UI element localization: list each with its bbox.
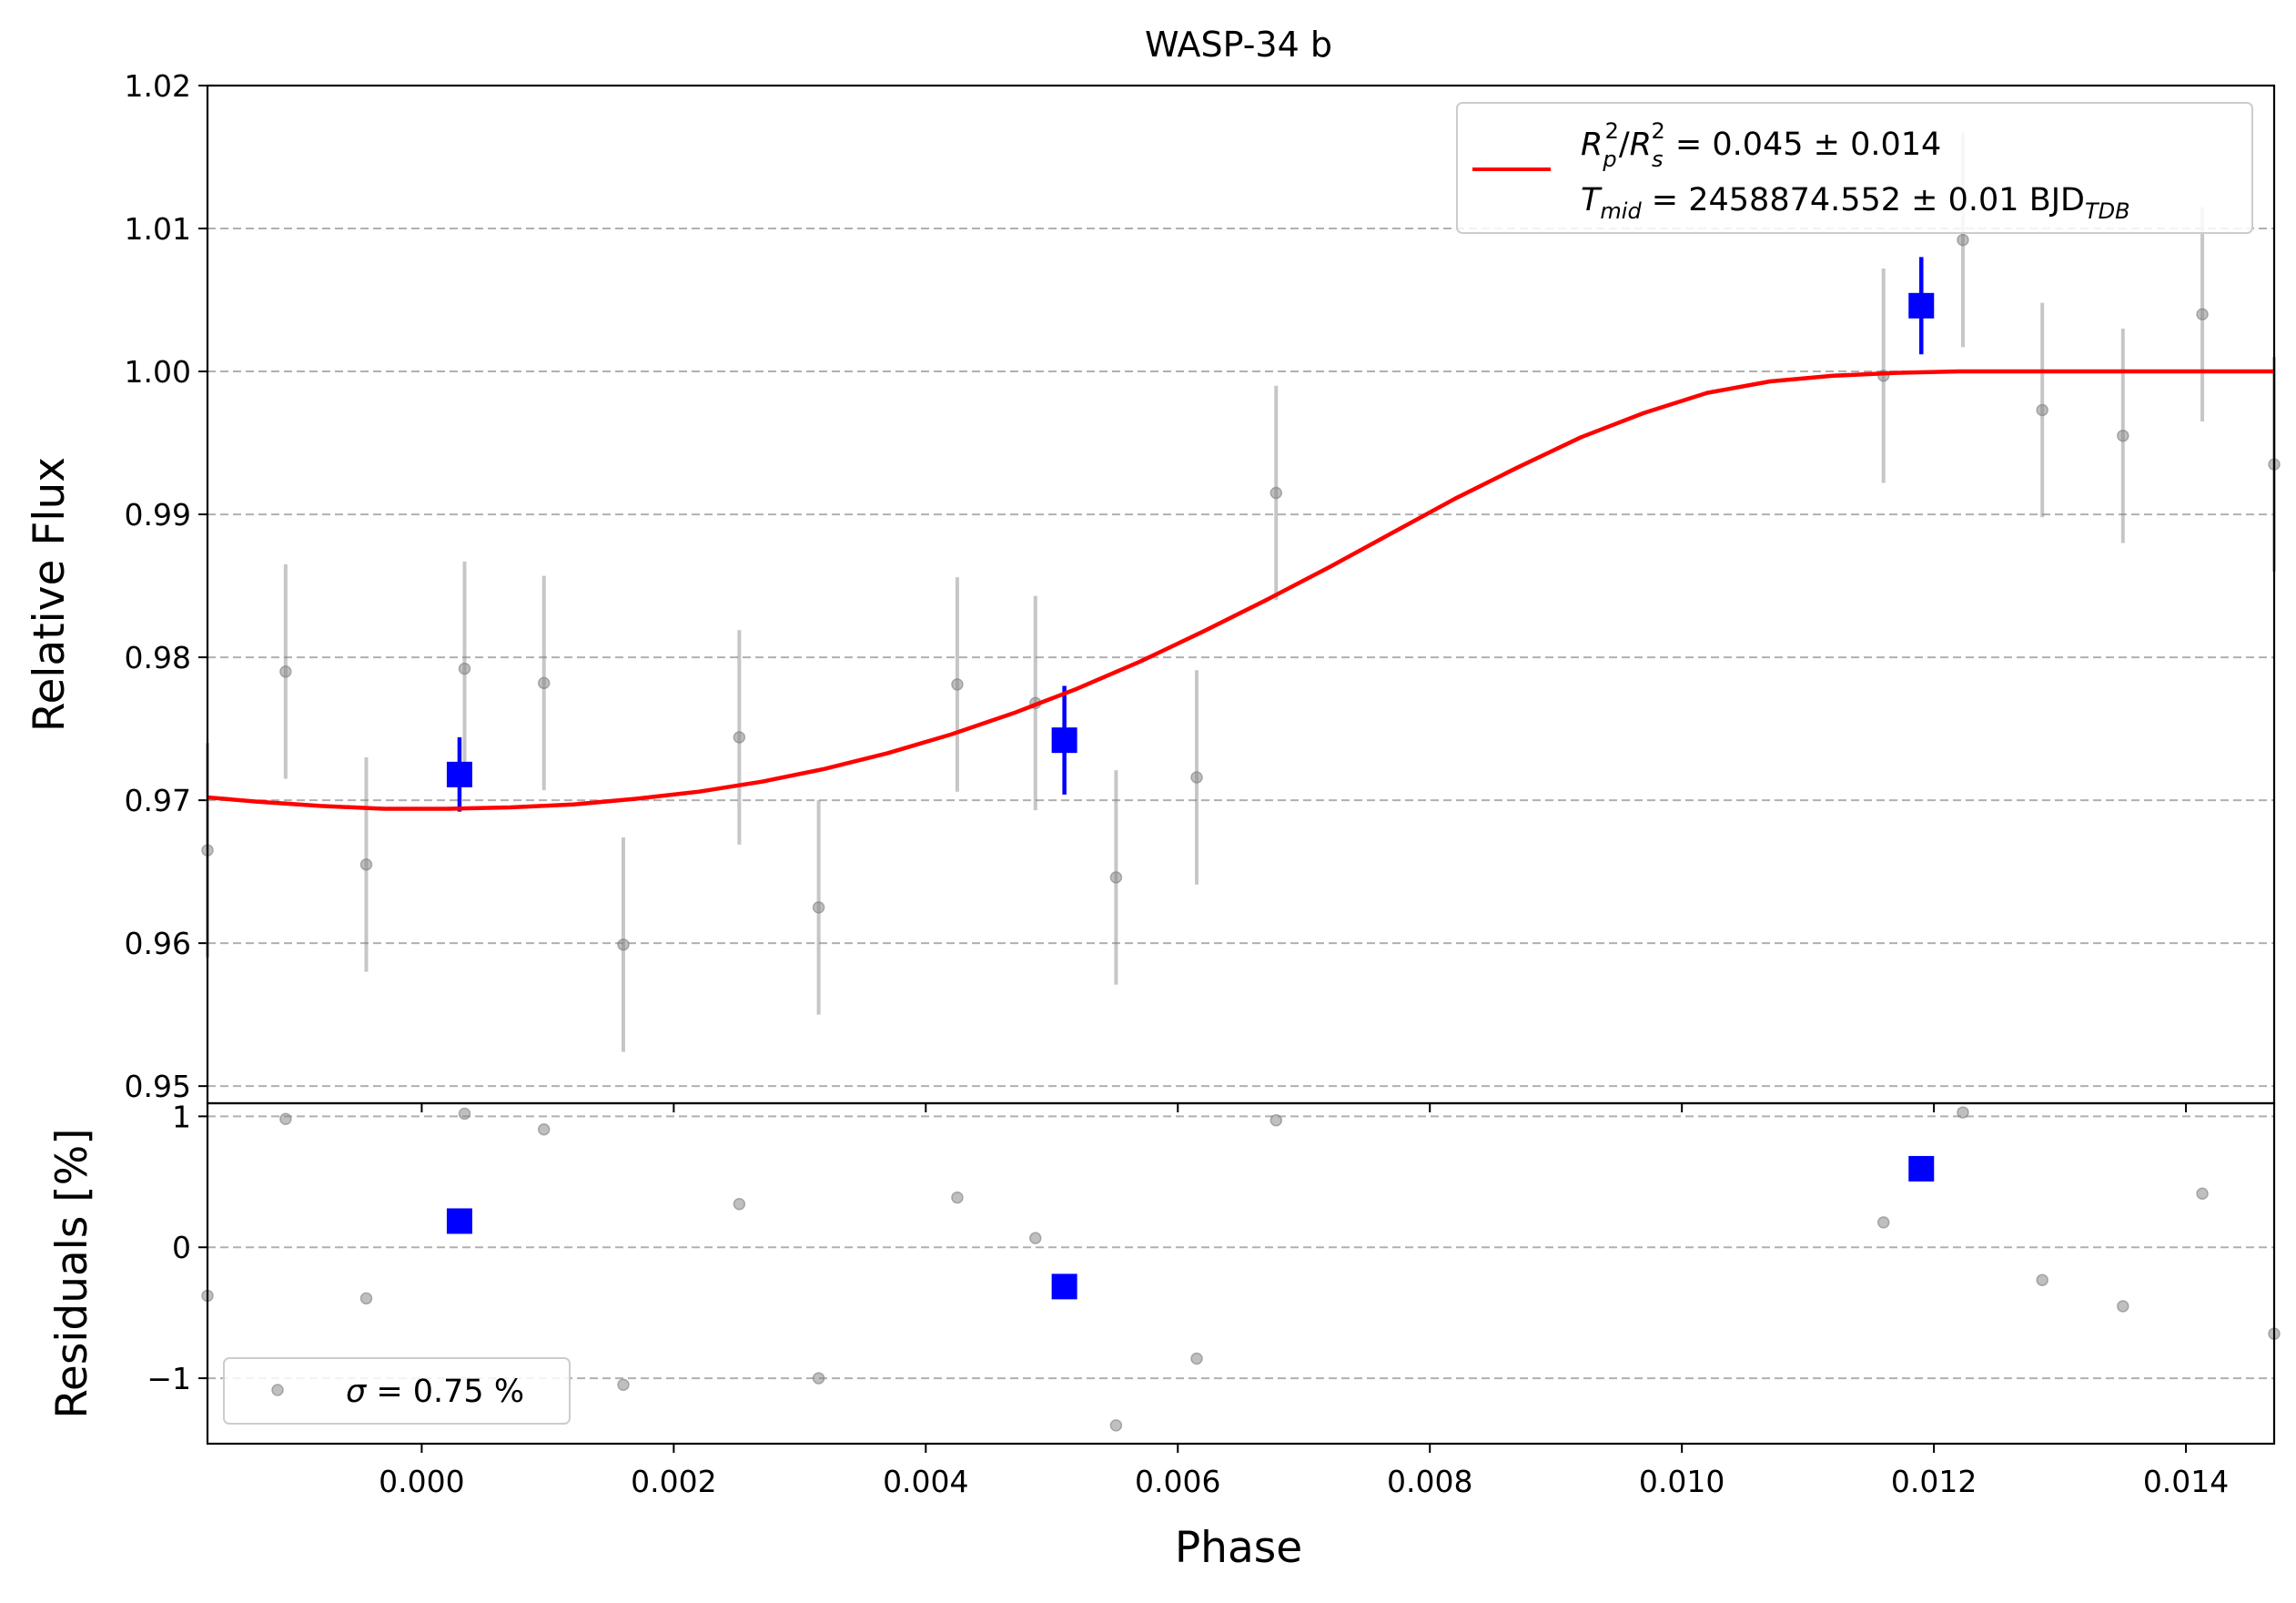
sigma-legend-marker [271,1384,284,1396]
raw-data-point [2036,1273,2048,1286]
x-tick-label: 0.008 [1387,1464,1472,1499]
x-tick-label: 0.010 [1639,1464,1725,1499]
binned-data-point [446,761,472,787]
legend-rs-base: R [1630,127,1652,163]
raw-data-point [812,901,825,914]
binned-data-point [446,1208,472,1234]
raw-data-point [2196,1187,2209,1201]
raw-data-point [537,1123,551,1136]
bottom-series [201,1106,2281,1432]
x-tick-label: 0.002 [631,1464,716,1499]
legend-rs-sub: s [1652,147,1664,172]
transit-model-line [207,369,2274,811]
raw-data-point [1876,1216,1890,1229]
raw-data-point [617,1378,630,1392]
binned-data-point [1908,292,1935,319]
raw-data-point [1269,1113,1283,1127]
x-tick-label: 0.014 [2143,1464,2229,1499]
raw-data-point [812,1372,825,1385]
raw-data-point [458,1107,471,1121]
raw-data-point [1957,1106,1969,1119]
top-y-ticks: 0.95 0.96 0.97 0.98 0.99 1.00 1.01 1.02 [125,68,207,1104]
raw-data-point [2036,403,2048,417]
binned-data-point [1051,1273,1077,1300]
top-legend-box [1456,102,2253,234]
raw-data-point [279,665,292,678]
raw-data-point [359,1292,373,1305]
y-tick-label: 1 [172,1099,191,1134]
bottom-x-ticks: 0.000 0.002 0.004 0.006 0.008 0.010 0.012 0.014 [379,1444,2229,1499]
top-y-axis-label: Relative Flux [25,457,75,732]
x-tick-label: 0.004 [883,1464,968,1499]
y-tick-label: 0.95 [125,1069,191,1104]
x-tick-label: 0.006 [1135,1464,1220,1499]
legend-tmid-value: = 2458874.552 ± 0.01 BJD [1642,182,2085,218]
raw-data-point [537,676,551,690]
raw-data-point [2117,429,2129,442]
raw-data-point [951,678,964,691]
raw-data-point [1190,1352,1203,1365]
y-tick-label: −1 [147,1361,191,1396]
x-axis-label: Phase [1175,1523,1302,1573]
bottom-legend: σ = 0.75 % [223,1357,571,1425]
chart-title: WASP-34 b [1145,25,1332,65]
legend-rp-base: R [1581,127,1603,163]
legend-rp-sub: p [1602,147,1616,172]
raw-data-point [1109,871,1123,884]
raw-data-point [951,1191,964,1204]
raw-data-point [2117,1300,2129,1313]
raw-data-point [733,731,746,744]
binned-data-point [1051,727,1077,754]
raw-data-point [617,938,630,951]
bottom-panel: −1 0 1 0.000 0.002 0.004 0.006 0.008 0.010 0.012… [147,1099,2281,1499]
raw-data-point [1029,1232,1042,1244]
sigma-legend-label: σ = 0.75 % [346,1374,524,1410]
raw-data-point [458,662,471,675]
y-tick-label: 0.99 [125,497,191,533]
y-tick-label: 0.97 [125,783,191,818]
legend-tdb-sub: TDB [2085,198,2130,224]
raw-data-point [279,1112,292,1126]
y-tick-label: 1.02 [125,68,191,104]
y-tick-label: 1.00 [125,354,191,390]
top-legend: Rp2/Rs2 = 0.045 ± 0.014 Tmid = 2458874.5… [1456,102,2253,234]
legend-rs-sup: 2 [1651,118,1664,144]
raw-data-point [2196,308,2209,320]
legend-tmid-label: Tmid = 2458874.552 ± 0.01 BJDTDB [1581,182,2130,224]
x-tick-label: 0.012 [1891,1464,1977,1499]
raw-data-point [1269,486,1283,500]
raw-data-point [733,1198,746,1211]
bottom-y-ticks: −1 0 1 [147,1099,207,1396]
bottom-y-axis-label: Residuals [%] [47,1128,97,1418]
sigma-symbol: σ [346,1374,368,1410]
bottom-legend-box [223,1357,571,1425]
raw-data-point [1190,771,1203,784]
binned-data-point [1908,1155,1935,1182]
legend-depth-value: = 0.045 ± 0.014 [1665,127,1942,163]
bottom-axes-frame [206,1101,2276,1446]
top-x-ticks [420,1103,2188,1112]
legend-rp-sup: 2 [1605,118,1619,144]
legend-sep: / [1619,127,1630,163]
x-tick-label: 0.000 [379,1464,464,1499]
y-tick-label: 0.98 [125,640,191,675]
legend-t-sub: mid [1600,198,1642,224]
raw-data-point [1109,1419,1123,1432]
raw-data-point [1957,233,1969,247]
legend-depth-label: Rp2/Rs2 = 0.045 ± 0.014 [1581,118,1941,172]
y-tick-label: 0.96 [125,926,191,961]
sigma-value: = 0.75 % [366,1374,524,1410]
top-panel: 0.95 0.96 0.97 0.98 0.99 1.00 1.01 1.02 [125,68,2281,1112]
y-tick-label: 0 [172,1230,191,1265]
legend-t-base: T [1581,182,1603,218]
y-tick-label: 1.01 [125,211,191,247]
raw-data-point [359,858,373,871]
